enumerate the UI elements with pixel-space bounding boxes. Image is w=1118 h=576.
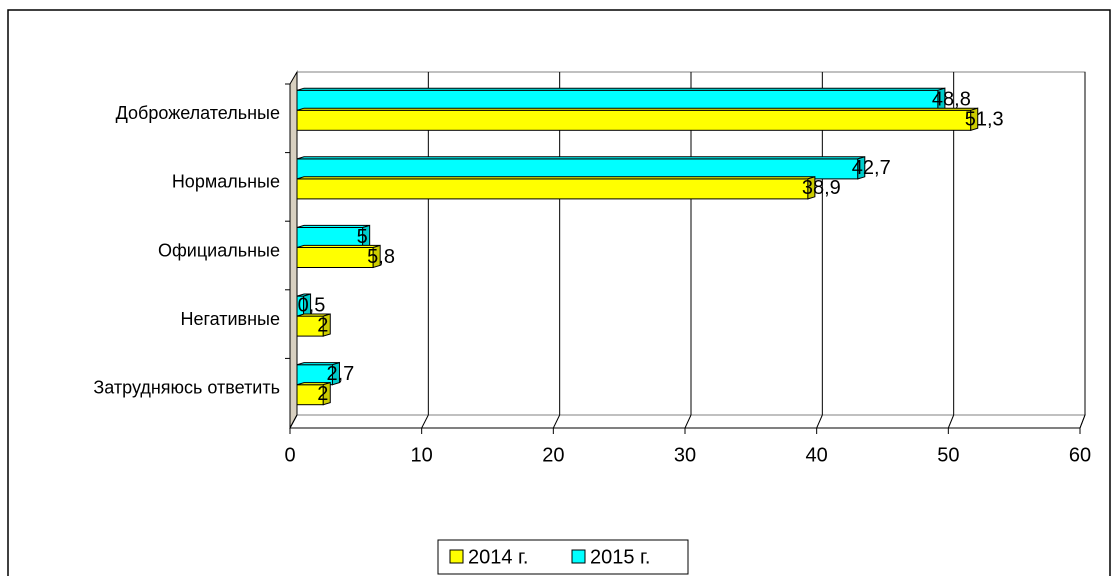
y-tick-label: Нормальные	[172, 172, 280, 192]
bar-side	[322, 313, 331, 337]
bar-side	[970, 107, 979, 131]
grid-line	[289, 414, 298, 429]
grid-line	[947, 414, 955, 429]
value-label: 2,7	[326, 363, 354, 385]
value-label: 5,8	[367, 246, 395, 268]
y-tick-label: Официальные	[158, 240, 280, 260]
bar-side	[807, 176, 816, 200]
grid-line	[552, 414, 561, 429]
value-label: 2	[317, 314, 328, 336]
side-wall	[289, 70, 298, 429]
x-tick-label: 10	[411, 444, 433, 466]
bar	[296, 227, 364, 248]
bar-side	[372, 244, 381, 269]
bar	[296, 247, 374, 268]
bar-side	[322, 381, 331, 406]
bar-top	[296, 87, 946, 91]
value-label: 5	[357, 226, 368, 248]
grid-line	[684, 414, 692, 429]
value-label: 51,3	[965, 109, 1004, 131]
bar	[296, 158, 859, 180]
bar-side	[331, 361, 340, 386]
grid-line	[421, 414, 429, 429]
x-tick-label: 30	[674, 444, 696, 466]
legend-label: 2015 г.	[590, 546, 650, 568]
bar-top	[296, 156, 865, 160]
x-tick-label: 50	[937, 444, 959, 466]
bar-side	[857, 156, 866, 180]
y-tick-label: Затрудняюсь ответить	[93, 377, 280, 397]
y-tick-label: Доброжелательные	[116, 103, 280, 123]
legend-label: 2014 г.	[468, 546, 528, 568]
x-tick-label: 40	[806, 444, 828, 466]
bar-top	[296, 176, 816, 180]
value-label: 48,8	[932, 89, 971, 111]
value-label: 2	[317, 383, 328, 405]
y-tick-label: Негативные	[180, 309, 280, 329]
value-label: 0,5	[298, 294, 326, 316]
bar	[296, 178, 809, 200]
x-tick-label: 60	[1069, 444, 1091, 466]
value-label: 38,9	[802, 177, 841, 199]
bar	[296, 89, 939, 111]
legend	[437, 539, 689, 575]
grid-line	[1079, 414, 1086, 429]
x-tick-label: 0	[284, 444, 295, 466]
legend-swatch	[449, 549, 464, 564]
grid-line	[816, 414, 823, 429]
x-tick-label: 20	[542, 444, 564, 466]
value-label: 42,7	[852, 157, 891, 179]
bar	[296, 109, 972, 131]
bar-top	[296, 107, 978, 111]
legend-swatch	[571, 549, 586, 564]
